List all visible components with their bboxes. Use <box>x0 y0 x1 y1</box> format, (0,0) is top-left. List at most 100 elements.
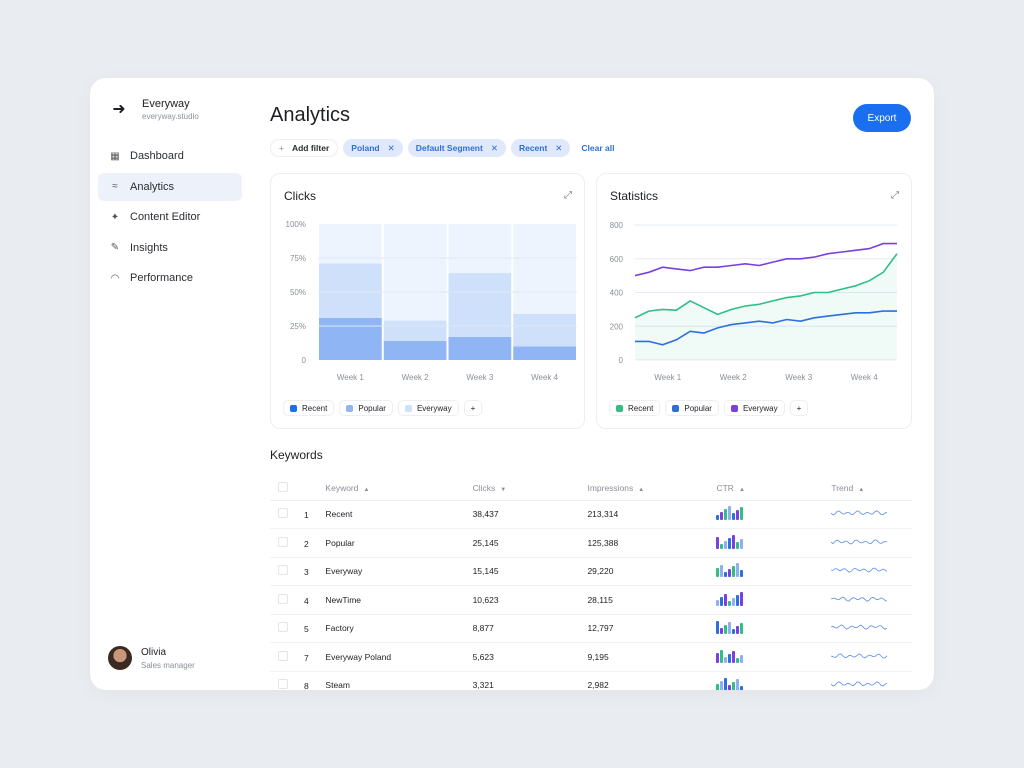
column-header-ctr[interactable]: CTR ▲ <box>716 476 832 501</box>
keywords-table: Keyword ▲ Clicks ▼ Impressions ▲ CTR ▲ Trend ▲ 1 Re… <box>270 476 912 690</box>
sidebar-item-content-editor[interactable]: ✦ Content Editor <box>98 203 242 231</box>
table-row[interactable]: 5 Factory 8,877 12,797 <box>270 614 912 643</box>
cell: 8,877 <box>472 614 588 643</box>
row-checkbox[interactable] <box>278 508 288 519</box>
nav-label: Dashboard <box>130 150 184 162</box>
trend-sparkline <box>831 567 888 573</box>
x-tick-label: Week 3 <box>785 373 813 382</box>
x-tick-label: Week 4 <box>851 373 879 382</box>
cell: Recent <box>325 500 473 529</box>
nav-label: Analytics <box>130 180 175 193</box>
cell: 9,195 <box>587 642 717 672</box>
cell: 5,623 <box>472 642 588 672</box>
expand-icon[interactable]: ⤢ <box>891 190 899 201</box>
clear-all-link[interactable]: Clear all <box>581 143 615 153</box>
sidebar-item-performance[interactable]: ◠ Performance <box>98 264 242 292</box>
cell: Everyway Poland <box>325 642 473 672</box>
sidebar-item-insights[interactable]: ✎ Insights <box>98 234 242 262</box>
legend-swatch <box>346 404 354 412</box>
grid-icon: ▦ <box>110 150 120 162</box>
line-popular <box>635 310 897 346</box>
line-everyway <box>634 242 897 277</box>
cell: 10,623 <box>472 585 588 615</box>
trend-sparkline <box>831 596 888 602</box>
area-recent <box>635 253 897 360</box>
table-row[interactable]: 8 Steam 3,321 2,982 <box>270 671 912 690</box>
close-icon[interactable]: ✕ <box>387 142 395 153</box>
add-series-button[interactable]: + <box>463 400 483 416</box>
sort-icon[interactable]: ▲ <box>638 486 645 493</box>
close-icon[interactable]: ✕ <box>490 142 498 153</box>
column-header-clicks[interactable]: Clicks ▼ <box>472 476 588 501</box>
table-row[interactable]: 2 Popular 25,145 125,388 <box>270 528 912 558</box>
filter-chip[interactable]: Poland ✕ <box>343 139 403 157</box>
legend-swatch <box>672 404 680 412</box>
sort-icon[interactable]: ▲ <box>363 486 370 493</box>
bar-recent <box>513 346 576 360</box>
row-checkbox[interactable] <box>278 622 288 633</box>
legend-swatch <box>730 404 738 412</box>
trend-sparkline <box>831 624 888 630</box>
sort-icon[interactable]: ▲ <box>738 486 745 493</box>
column-header-impressions[interactable]: Impressions ▲ <box>587 476 717 501</box>
x-tick-label: Week 4 <box>531 373 559 382</box>
legend-item[interactable]: Recent <box>609 400 661 416</box>
table-row[interactable]: 7 Everyway Poland 5,623 9,195 <box>270 642 912 672</box>
column-header-keyword[interactable]: Keyword ▲ <box>325 476 473 501</box>
bar-popular <box>448 272 512 337</box>
table-row[interactable]: 3 Everyway 15,145 29,220 <box>270 557 912 586</box>
add-series-button[interactable]: + <box>789 400 809 416</box>
y-tick-label: 400 <box>610 289 624 298</box>
column-header-trend[interactable]: Trend ▲ <box>831 476 912 501</box>
legend-item[interactable]: Everyway <box>723 400 785 416</box>
filter-chip[interactable]: Recent ✕ <box>510 139 571 157</box>
ctr-bars <box>716 563 744 578</box>
y-tick-label: 800 <box>610 221 624 230</box>
ctr-bars <box>716 591 744 606</box>
row-checkbox[interactable] <box>278 536 288 547</box>
clicks-chart-card: Clicks ⤢ 0 25% 50% 75% 100% Week 1 Week 2 Week … <box>270 173 585 429</box>
expand-icon[interactable]: ⤢ <box>564 190 572 201</box>
filter-bar: + Add filter Poland ✕ Default Segment ✕ Recent… <box>270 139 615 157</box>
row-checkbox[interactable] <box>278 679 288 690</box>
chart-legend: Recent Popular Everyway + <box>283 400 483 416</box>
sort-icon[interactable]: ▲ <box>858 486 865 493</box>
row-checkbox[interactable] <box>278 650 288 661</box>
bar-recent <box>319 317 382 360</box>
legend-swatch <box>616 404 623 412</box>
y-tick-label: 75% <box>290 254 306 263</box>
legend-item[interactable]: Everyway <box>397 400 459 416</box>
legend-item[interactable]: Popular <box>339 400 393 416</box>
sidebar-item-analytics[interactable]: ≈ Analytics <box>98 172 242 201</box>
filter-chip[interactable]: Default Segment ✕ <box>407 139 506 157</box>
bar-everyway <box>383 224 447 321</box>
close-icon[interactable]: ✕ <box>555 142 563 153</box>
pen-icon: ✎ <box>110 242 120 253</box>
cell: 38,437 <box>472 500 588 529</box>
sort-icon[interactable]: ▼ <box>500 486 507 493</box>
bar-popular <box>383 320 447 341</box>
bar-everyway <box>448 224 512 273</box>
row-checkbox[interactable] <box>278 593 288 604</box>
add-filter-button[interactable]: + Add filter <box>270 139 339 157</box>
export-button[interactable]: Export <box>853 104 911 132</box>
ctr-bars <box>716 649 744 663</box>
bar-recent <box>383 340 447 360</box>
user-profile[interactable]: Olivia Sales manager <box>108 646 195 670</box>
x-tick-label: Week 1 <box>337 373 365 382</box>
trend-sparkline <box>831 510 888 516</box>
table-row[interactable]: 4 NewTime 10,623 28,115 <box>270 585 912 615</box>
table-row[interactable]: 1 Recent 38,437 213,314 <box>270 500 912 529</box>
row-checkbox[interactable] <box>278 565 288 576</box>
nav-label: Insights <box>130 241 168 254</box>
legend-item[interactable]: Recent <box>283 400 335 416</box>
y-tick-label: 0 <box>302 356 307 365</box>
select-all-checkbox[interactable] <box>278 481 288 492</box>
sidebar-item-dashboard[interactable]: ▦ Dashboard <box>98 142 242 170</box>
app-window: ➜ Everyway everyway.studio ▦ Dashboard ≈ Ana… <box>90 78 934 690</box>
line-recent <box>634 253 898 319</box>
cell: 29,220 <box>587 557 717 586</box>
legend-item[interactable]: Popular <box>665 400 719 416</box>
cell: Everyway <box>325 557 473 586</box>
gauge-icon: ◠ <box>110 272 120 284</box>
